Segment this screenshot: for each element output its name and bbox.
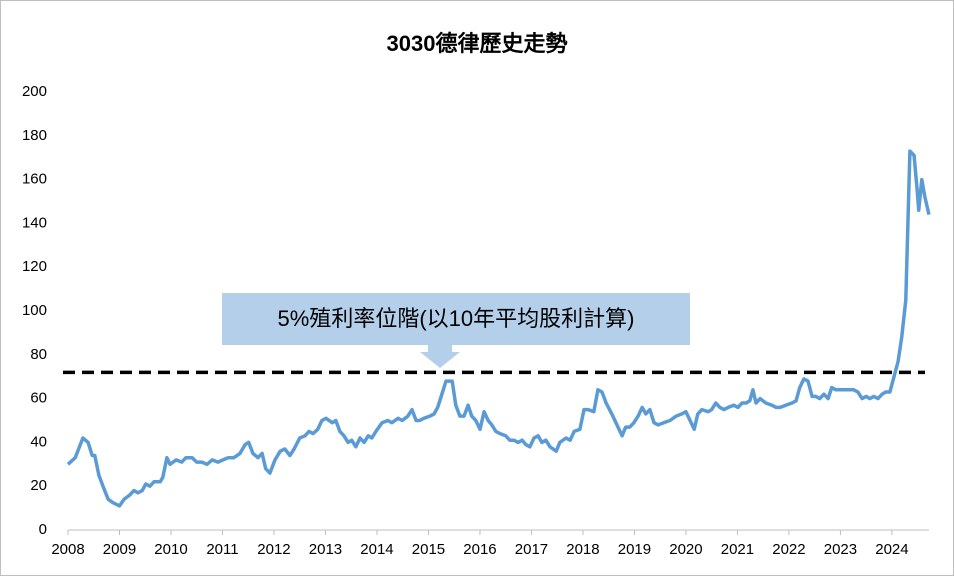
y-tick-label: 160 bbox=[22, 171, 47, 188]
x-tick-label: 2021 bbox=[721, 541, 754, 558]
y-tick-label: 20 bbox=[30, 477, 47, 494]
x-tick-label: 2022 bbox=[772, 541, 805, 558]
x-tick-label: 2020 bbox=[669, 541, 702, 558]
y-tick-label: 120 bbox=[22, 258, 47, 275]
y-tick-label: 80 bbox=[30, 346, 47, 363]
y-tick-label: 40 bbox=[30, 433, 47, 450]
x-tick-label: 2016 bbox=[463, 541, 496, 558]
x-tick-label: 2010 bbox=[154, 541, 187, 558]
x-tick-label: 2015 bbox=[412, 541, 445, 558]
x-tick-label: 2018 bbox=[566, 541, 599, 558]
x-tick-label: 2014 bbox=[360, 541, 393, 558]
x-tick-label: 2013 bbox=[309, 541, 342, 558]
y-tick-label: 140 bbox=[22, 214, 47, 231]
annotation-callout: 5%殖利率位階(以10年平均股利計算) bbox=[222, 293, 690, 368]
y-tick-label: 100 bbox=[22, 302, 47, 319]
x-tick-label: 2024 bbox=[875, 541, 908, 558]
x-tick-label: 2008 bbox=[51, 541, 84, 558]
callout-arrow bbox=[420, 345, 460, 368]
x-tick-label: 2023 bbox=[824, 541, 857, 558]
y-tick-label: 200 bbox=[22, 83, 47, 100]
x-tick-label: 2017 bbox=[515, 541, 548, 558]
callout-box bbox=[222, 293, 690, 345]
y-tick-label: 0 bbox=[39, 521, 47, 538]
chart-title: 3030德律歷史走勢 bbox=[387, 31, 568, 56]
y-tick-label: 60 bbox=[30, 390, 47, 407]
y-tick-label: 180 bbox=[22, 127, 47, 144]
x-tick-label: 2011 bbox=[206, 541, 238, 558]
series-line bbox=[66, 149, 931, 508]
annotation-text: 5%殖利率位階(以10年平均股利計算) bbox=[278, 306, 635, 331]
x-tick-label: 2009 bbox=[103, 541, 136, 558]
x-tick-label: 2019 bbox=[618, 541, 651, 558]
x-tick-label: 2012 bbox=[257, 541, 290, 558]
